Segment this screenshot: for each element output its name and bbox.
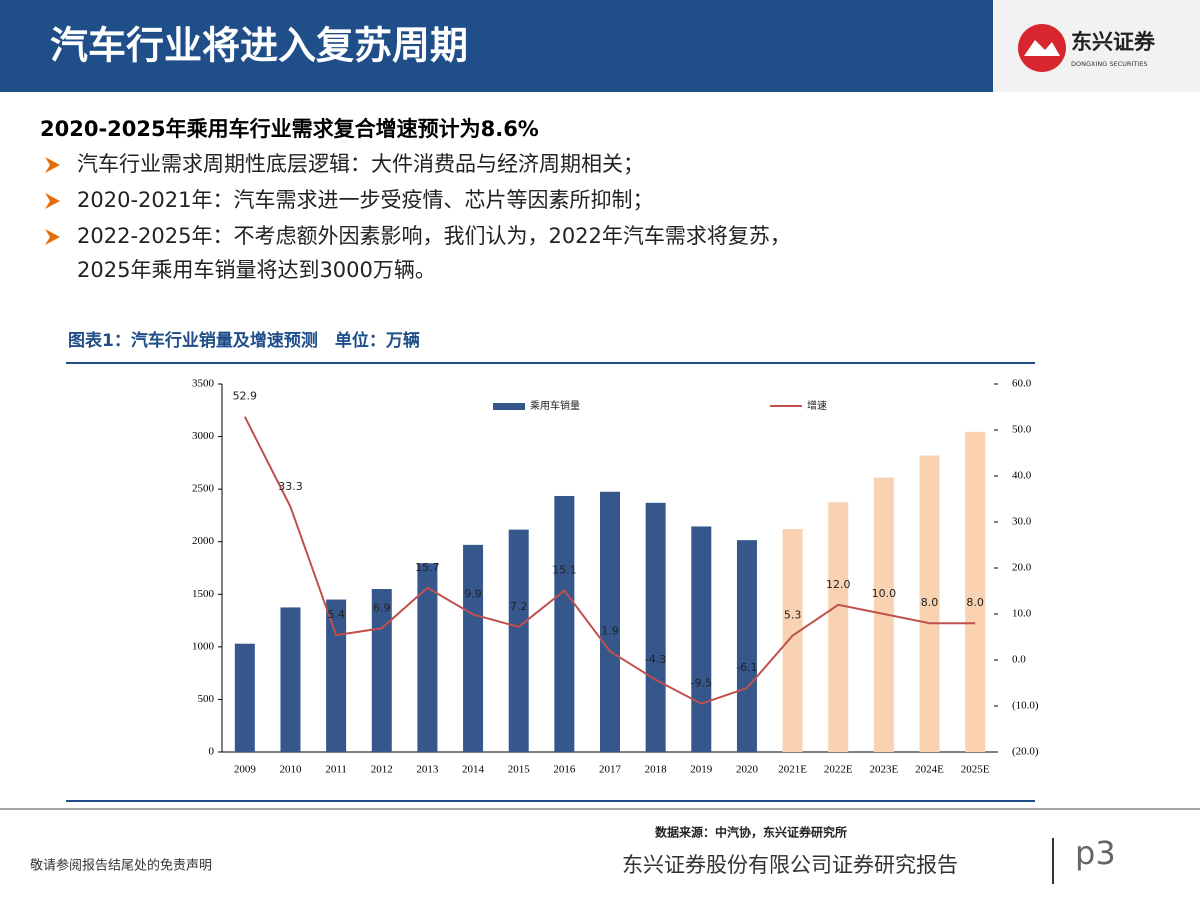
data-label: 8.0 — [921, 596, 939, 609]
y2-tick-label: 20.0 — [1012, 562, 1032, 574]
headline: 2020-2025年乘用车行业需求复合增速预计为8.6% — [40, 117, 539, 141]
page-number: p3 — [1075, 834, 1116, 872]
legend-label: 乘用车销量 — [530, 399, 580, 412]
y-tick-label: 2500 — [192, 483, 215, 495]
data-label: 9.9 — [464, 587, 482, 600]
data-label: 1.9 — [601, 624, 619, 637]
x-tick-label: 2022E — [824, 764, 853, 776]
y-tick-label: 0 — [209, 746, 215, 758]
bullet-arrow — [45, 193, 60, 209]
x-tick-label: 2013 — [416, 764, 439, 776]
data-label: -9.5 — [691, 677, 712, 690]
y2-tick-label: (10.0) — [1012, 700, 1039, 712]
bar — [600, 491, 620, 752]
y-tick-label: 3000 — [192, 430, 215, 442]
y-tick-label: 2000 — [192, 535, 215, 547]
slide-title: 汽车行业将进入复苏周期 — [50, 24, 468, 68]
bar — [326, 599, 347, 752]
bullet-text: 汽车行业需求周期性底层逻辑：大件消费品与经济周期相关； — [77, 152, 644, 176]
bar — [736, 540, 757, 752]
y2-tick-label: 30.0 — [1012, 516, 1032, 528]
source-note: 数据来源：中汽协，东兴证券研究所 — [655, 825, 847, 840]
data-label: 5.3 — [784, 609, 802, 622]
x-tick-label: 2011 — [325, 764, 347, 776]
y2-tick-label: (20.0) — [1012, 746, 1039, 758]
bar — [691, 526, 712, 752]
bar — [965, 431, 986, 752]
data-label: 33.3 — [278, 480, 303, 493]
x-tick-label: 2023E — [870, 764, 899, 776]
chart: 0 500 1000 1500 2000 2500 3000 3500 (20.0) (10.0)… — [192, 378, 1039, 776]
y2-tick-label: 40.0 — [1012, 470, 1032, 482]
data-label: 5.4 — [327, 608, 345, 621]
x-tick-label: 2017 — [599, 764, 622, 776]
company: 东兴证券股份有限公司证券研究报告 — [622, 853, 958, 877]
data-label: 6.9 — [373, 601, 391, 614]
x-tick-label: 2018 — [645, 764, 668, 776]
data-label: 10.0 — [872, 587, 897, 600]
bar — [508, 529, 529, 752]
x-tick-label: 2012 — [371, 764, 393, 776]
x-tick-label: 2016 — [553, 764, 576, 776]
bar — [280, 607, 301, 752]
y2-tick-label: 60.0 — [1012, 378, 1032, 390]
bullet-list: 汽车行业需求周期性底层逻辑：大件消费品与经济周期相关； 2020-2021年：汽车… — [45, 152, 791, 282]
logo-en: DONGXING SECURITIES — [1071, 60, 1147, 68]
data-label: 7.2 — [510, 600, 528, 613]
y-tick-label: 500 — [198, 693, 215, 705]
data-label: 52.9 — [233, 390, 258, 403]
bullet-arrow — [45, 229, 60, 245]
bar — [645, 502, 666, 752]
y-tick-label: 3500 — [192, 378, 215, 390]
data-label: 8.0 — [966, 596, 984, 609]
bullet-arrow — [45, 157, 60, 173]
x-tick-label: 2025E — [961, 764, 990, 776]
x-tick-label: 2010 — [279, 764, 302, 776]
logo-icon — [1024, 40, 1060, 56]
bar — [828, 502, 849, 752]
data-label: 15.7 — [415, 561, 440, 574]
y-tick-label: 1500 — [192, 588, 215, 600]
bullet-text: 2025年乘用车销量将达到3000万辆。 — [77, 258, 436, 282]
x-tick-label: 2021E — [778, 764, 807, 776]
y-tick-label: 1000 — [192, 640, 215, 652]
x-tick-label: 2024E — [915, 764, 944, 776]
y2-tick-label: 0.0 — [1012, 654, 1026, 666]
growth-line — [243, 416, 976, 705]
chart-title: 图表1：汽车行业销量及增速预测 单位：万辆 — [68, 330, 420, 351]
legend-label: 增速 — [807, 399, 827, 412]
x-tick-label: 2014 — [462, 764, 485, 776]
data-label: 12.0 — [826, 578, 851, 591]
x-tick-label: 2019 — [690, 764, 713, 776]
x-tick-label: 2009 — [234, 764, 257, 776]
bullet-text: 2022-2025年：不考虑额外因素影响，我们认为，2022年汽车需求将复苏， — [77, 224, 791, 248]
bar — [919, 455, 940, 752]
bar — [234, 643, 255, 752]
header-band — [0, 0, 993, 92]
y2-tick-label: 10.0 — [1012, 608, 1032, 620]
bar — [782, 529, 803, 752]
bar — [417, 563, 438, 752]
bar — [554, 495, 575, 752]
data-label: 15.1 — [552, 564, 577, 577]
x-tick-label: 2015 — [508, 764, 531, 776]
logo-name: 东兴证券 — [1071, 30, 1156, 54]
bar — [463, 544, 484, 752]
disclaimer: 敬请参阅报告结尾处的免责声明 — [30, 858, 212, 874]
bullet-text: 2020-2021年：汽车需求进一步受疫情、芯片等因素所抑制； — [77, 188, 653, 212]
legend-swatch — [493, 403, 525, 410]
data-label: -6.1 — [736, 661, 757, 674]
y2-tick-label: 50.0 — [1012, 424, 1032, 436]
data-label: -4.3 — [645, 653, 666, 666]
x-tick-label: 2020 — [736, 764, 759, 776]
